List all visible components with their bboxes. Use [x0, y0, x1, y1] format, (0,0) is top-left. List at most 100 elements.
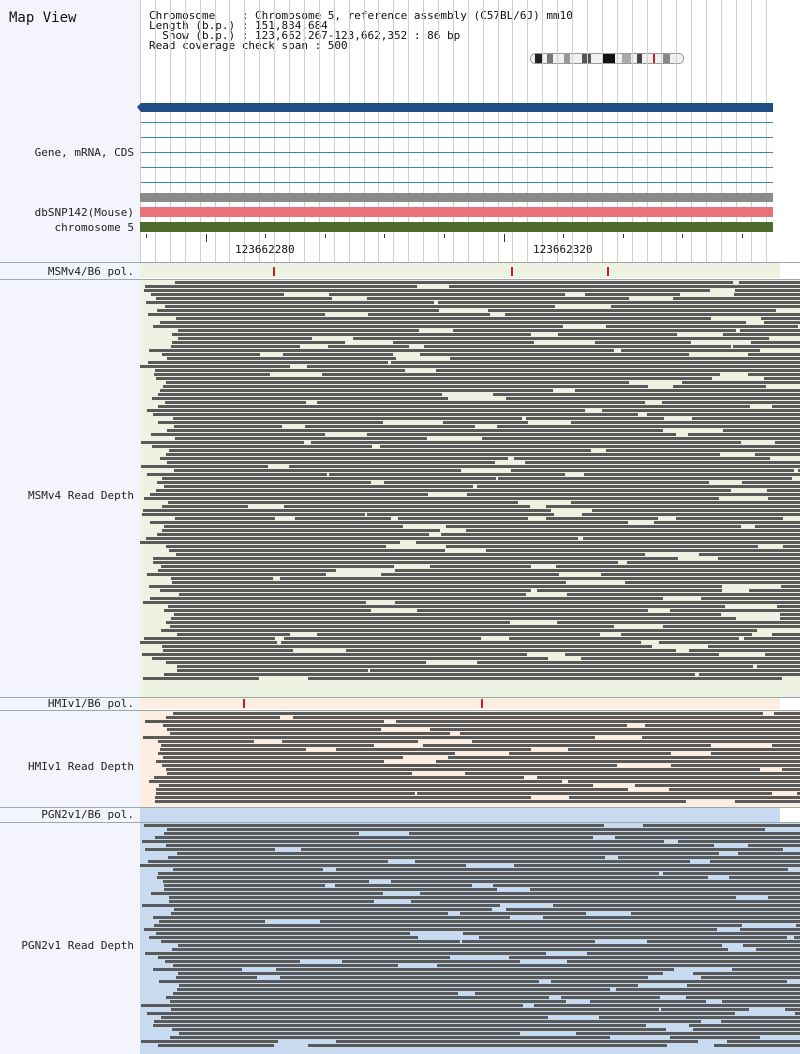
read-segment [178, 972, 663, 975]
read-segment [797, 792, 800, 795]
read-segment [420, 892, 800, 895]
read-segment [293, 716, 800, 719]
read-segment [671, 764, 800, 767]
read-segment [305, 425, 475, 428]
read-segment [160, 389, 553, 392]
msm-read-depth-track[interactable] [140, 280, 800, 697]
read-segment [768, 497, 800, 500]
dbsnp-bar[interactable] [140, 207, 773, 217]
read-segment [767, 489, 800, 492]
read-segment [144, 637, 275, 640]
read-segment [148, 313, 325, 316]
read-segment [166, 996, 549, 999]
read-segment [171, 912, 448, 915]
read-segment [567, 593, 800, 596]
read-segment [676, 517, 783, 520]
read-segment [171, 345, 300, 348]
read-segment [145, 848, 275, 851]
read-segment [164, 884, 325, 887]
read-segment [479, 936, 787, 939]
hmi-pol-track[interactable] [140, 698, 780, 709]
read-segment [493, 393, 800, 396]
read-segment [158, 421, 383, 424]
read-segment [453, 329, 736, 332]
read-segment [395, 569, 800, 572]
read-segment [735, 800, 800, 803]
read-segment [155, 836, 593, 839]
read-segment [153, 557, 678, 560]
read-segment [170, 625, 614, 628]
read-segment [175, 281, 733, 284]
read-segment [171, 1008, 659, 1011]
read-segment [177, 852, 719, 855]
read-segment [692, 417, 800, 420]
read-segment [168, 605, 725, 608]
read-segment [143, 677, 259, 680]
read-segment [152, 397, 448, 400]
read-segment [160, 748, 306, 751]
read-segment [546, 505, 800, 508]
read-segment [172, 948, 728, 951]
read-segment [647, 940, 800, 943]
grid-line [289, 0, 290, 262]
read-segment [166, 716, 280, 719]
read-segment [143, 509, 551, 512]
read-segment [167, 461, 495, 464]
read-segment [147, 473, 327, 476]
grid-line [751, 0, 752, 262]
read-segment [511, 469, 794, 472]
read-segment [450, 357, 800, 360]
read-segment [280, 577, 800, 580]
read-segment [493, 884, 800, 887]
read-segment [169, 896, 736, 899]
grid-line [736, 0, 737, 262]
read-segment [557, 621, 800, 624]
read-segment [772, 633, 800, 636]
hmi-read-depth-track[interactable] [140, 711, 800, 807]
read-segment [159, 980, 539, 983]
track-label-panel [0, 0, 140, 1054]
msm-pol-track[interactable] [140, 263, 780, 278]
read-segment [415, 860, 690, 863]
read-segment [144, 497, 719, 500]
read-segment [163, 756, 403, 759]
read-segment [284, 505, 530, 508]
read-segment [368, 313, 490, 316]
read-segment [173, 712, 763, 715]
chromosome-ideogram[interactable] [530, 53, 684, 64]
read-segment [621, 349, 760, 352]
read-segment [670, 609, 800, 612]
read-segment [173, 417, 522, 420]
read-segment [370, 669, 800, 672]
read-segment [782, 768, 800, 771]
read-segment [141, 441, 304, 444]
grid-line [632, 0, 633, 262]
read-segment [602, 409, 800, 412]
read-segment [417, 792, 772, 795]
read-segment [153, 968, 242, 971]
chromosome-label: chromosome 5 [54, 221, 134, 234]
pgn-read-depth-track[interactable] [140, 823, 800, 1054]
read-segment [526, 417, 664, 420]
read-segment [749, 589, 800, 592]
gene-track[interactable] [137, 100, 777, 190]
read-segment [145, 952, 546, 955]
read-segment [147, 573, 326, 576]
read-segment [688, 433, 800, 436]
read-segment [166, 661, 426, 664]
grid-line [468, 0, 469, 262]
read-segment [176, 553, 645, 556]
read-segment [165, 401, 306, 404]
read-segment [142, 840, 664, 843]
read-segment [669, 788, 800, 791]
read-segment [149, 936, 418, 939]
read-segment [282, 740, 418, 743]
read-segment [568, 748, 800, 751]
read-segment [472, 740, 800, 743]
read-segment [780, 617, 800, 620]
read-segment [729, 876, 800, 879]
read-segment [163, 880, 369, 883]
read-segment [143, 601, 366, 604]
read-segment [673, 385, 766, 388]
pgn-pol-track[interactable] [140, 808, 780, 822]
